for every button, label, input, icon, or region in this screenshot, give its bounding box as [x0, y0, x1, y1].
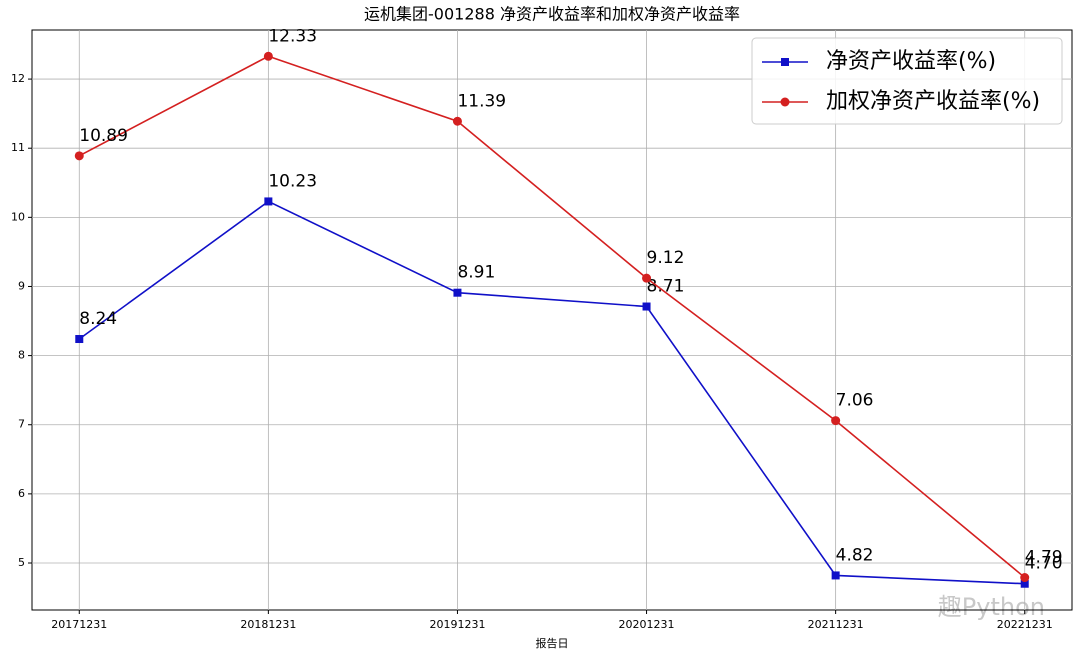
x-tick-label: 20201231	[619, 618, 675, 631]
x-tick-label: 20191231	[429, 618, 485, 631]
y-tick-label: 7	[18, 418, 25, 431]
marker	[642, 273, 652, 283]
data-label: 9.12	[647, 248, 685, 268]
data-label: 4.79	[1025, 548, 1063, 568]
series-line	[78, 200, 1025, 585]
legend-label: 加权净资产收益率(%)	[826, 89, 1040, 114]
y-tick-label: 5	[18, 556, 25, 569]
marker	[781, 58, 789, 66]
marker	[1020, 573, 1030, 583]
data-label: 12.33	[268, 26, 317, 46]
data-label: 8.24	[79, 309, 117, 329]
y-tick-label: 9	[18, 279, 25, 292]
x-tick-label: 20171231	[51, 618, 107, 631]
data-label: 11.39	[457, 91, 506, 111]
series-line	[78, 55, 1026, 579]
chart-title: 运机集团-001288 净资产收益率和加权净资产收益率	[364, 5, 740, 24]
y-tick-label: 6	[18, 487, 25, 500]
marker	[1020, 579, 1029, 588]
legend-label: 净资产收益率(%)	[826, 49, 996, 74]
x-tick-label: 20211231	[808, 618, 864, 631]
data-label: 8.91	[457, 263, 495, 283]
marker	[75, 335, 84, 344]
x-tick-label: 20221231	[997, 618, 1053, 631]
marker	[831, 416, 841, 426]
y-tick-label: 10	[11, 210, 25, 223]
data-label: 4.70	[1025, 554, 1063, 574]
data-label: 8.71	[647, 277, 685, 297]
watermark: 趣Python	[938, 593, 1045, 621]
marker	[453, 288, 462, 297]
legend-box	[751, 37, 1063, 125]
marker	[642, 302, 651, 311]
y-tick-label: 12	[11, 72, 25, 85]
data-label: 4.82	[836, 545, 874, 565]
data-label: 10.89	[79, 126, 128, 146]
marker	[831, 571, 840, 580]
x-tick-label: 20181231	[240, 618, 296, 631]
plot-area	[31, 29, 1073, 611]
marker	[263, 51, 273, 61]
marker	[780, 97, 790, 107]
data-label: 10.23	[268, 171, 317, 191]
marker	[74, 151, 84, 161]
y-tick-label: 8	[18, 349, 25, 362]
marker	[452, 116, 462, 126]
x-axis-label: 报告日	[536, 636, 569, 650]
data-label: 7.06	[836, 391, 874, 411]
marker	[264, 197, 273, 206]
y-tick-label: 11	[11, 141, 25, 154]
